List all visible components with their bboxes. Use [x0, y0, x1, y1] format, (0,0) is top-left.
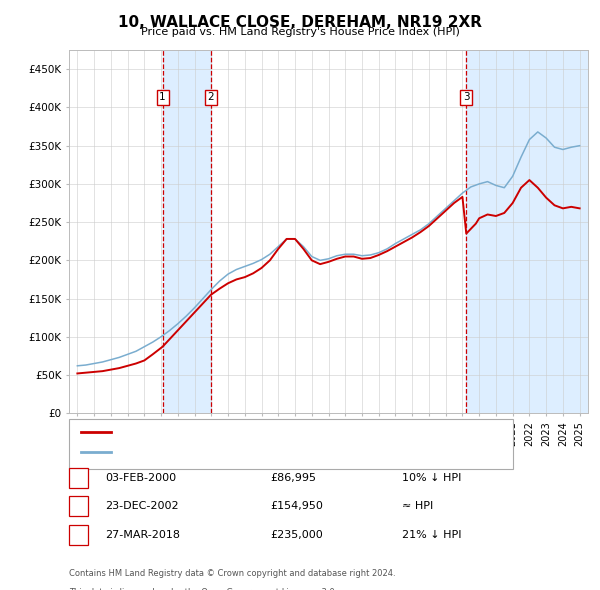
Text: 03-FEB-2000: 03-FEB-2000	[105, 473, 176, 483]
Text: 21% ↓ HPI: 21% ↓ HPI	[402, 530, 461, 540]
Text: £235,000: £235,000	[270, 530, 323, 540]
Bar	[163, 50, 211, 413]
Text: 27-MAR-2018: 27-MAR-2018	[105, 530, 180, 540]
Text: 10% ↓ HPI: 10% ↓ HPI	[402, 473, 461, 483]
Text: 2: 2	[75, 502, 82, 512]
Text: 10, WALLACE CLOSE, DEREHAM, NR19 2XR (detached house): 10, WALLACE CLOSE, DEREHAM, NR19 2XR (de…	[114, 427, 414, 437]
Text: 10, WALLACE CLOSE, DEREHAM, NR19 2XR: 10, WALLACE CLOSE, DEREHAM, NR19 2XR	[118, 15, 482, 30]
Text: 3: 3	[75, 530, 82, 540]
Text: 1: 1	[75, 473, 82, 483]
Text: Price paid vs. HM Land Registry's House Price Index (HPI): Price paid vs. HM Land Registry's House …	[140, 27, 460, 37]
Text: HPI: Average price, detached house, Breckland: HPI: Average price, detached house, Brec…	[114, 447, 343, 457]
Text: 3: 3	[463, 93, 470, 102]
Text: Contains HM Land Registry data © Crown copyright and database right 2024.: Contains HM Land Registry data © Crown c…	[69, 569, 395, 578]
Text: 23-DEC-2002: 23-DEC-2002	[105, 502, 179, 512]
Text: £86,995: £86,995	[270, 473, 316, 483]
Text: This data is licensed under the Open Government Licence v3.0.: This data is licensed under the Open Gov…	[69, 588, 337, 590]
Text: ≈ HPI: ≈ HPI	[402, 502, 433, 512]
Bar	[466, 50, 588, 413]
Text: £154,950: £154,950	[270, 502, 323, 512]
Text: 1: 1	[159, 93, 166, 102]
Text: 2: 2	[208, 93, 214, 102]
